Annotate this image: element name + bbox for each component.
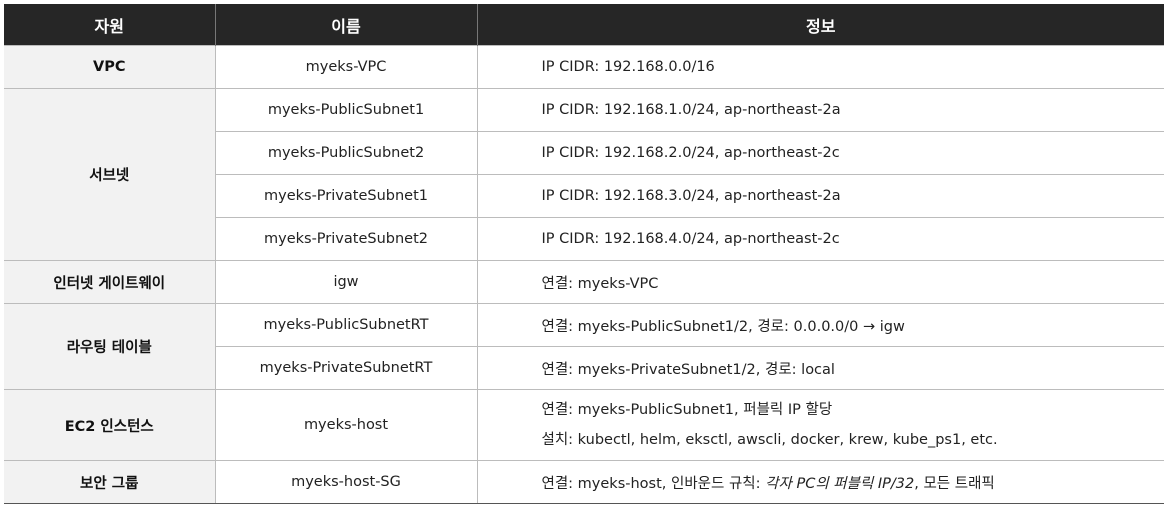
info-cell: IP CIDR: 192.168.2.0/24, ap-northeast-2c xyxy=(476,131,1164,175)
table-row: 서브넷 myeks-PublicSubnet1 IP CIDR: 192.168… xyxy=(4,88,1164,261)
name-cell: myeks-PrivateSubnet1 xyxy=(215,174,478,218)
resource-cell: 라우팅 테이블 xyxy=(4,303,216,390)
info-cell: IP CIDR: 192.168.1.0/24, ap-northeast-2a xyxy=(476,88,1164,132)
info-line: 연결: myeks-PublicSubnet1, 퍼블릭 IP 할당 xyxy=(541,402,833,418)
name-cell: myeks-PrivateSubnet2 xyxy=(215,217,478,261)
name-cell: myeks-VPC xyxy=(214,45,478,89)
info-cell: IP CIDR: 192.168.3.0/24, ap-northeast-2a xyxy=(476,174,1164,218)
resource-cell: VPC xyxy=(4,45,216,89)
table-row: EC2 인스턴스 myeks-host 연결: myeks-PublicSubn… xyxy=(4,389,1164,461)
info-emphasis: 각자 PC의 퍼블릭 IP/32 xyxy=(765,475,915,492)
info-cell: IP CIDR: 192.168.0.0/16 xyxy=(476,45,1164,89)
name-cell: myeks-PublicSubnet1 xyxy=(214,88,478,132)
header-resource: 자원 xyxy=(4,4,215,46)
info-cell: IP CIDR: 192.168.4.0/24, ap-northeast-2c xyxy=(476,217,1164,261)
header-info: 정보 xyxy=(476,4,1164,46)
resource-cell: 보안 그룹 xyxy=(4,460,216,504)
name-cell: myeks-PrivateSubnetRT xyxy=(215,346,478,390)
table-row: 인터넷 게이트웨이 igw 연결: myeks-VPC xyxy=(4,260,1164,304)
table-row: VPC myeks-VPC IP CIDR: 192.168.0.0/16 xyxy=(4,45,1164,89)
header-row: 자원 이름 정보 xyxy=(4,4,1164,46)
info-cell: 연결: myeks-PublicSubnet1, 퍼블릭 IP 할당 설치: k… xyxy=(476,389,1164,461)
info-prefix: 연결: myeks-host, 인바운드 규칙: xyxy=(541,475,766,492)
name-cell: igw xyxy=(214,260,478,304)
table-row: myeks-PublicSubnet2 IP CIDR: 192.168.2.0… xyxy=(4,131,1164,175)
header-name: 이름 xyxy=(214,4,477,46)
info-cell: 연결: myeks-host, 인바운드 규칙: 각자 PC의 퍼블릭 IP/3… xyxy=(476,460,1164,504)
name-cell: myeks-host-SG xyxy=(214,460,478,504)
table-row: myeks-PrivateSubnetRT 연결: myeks-PrivateS… xyxy=(4,346,1164,390)
info-suffix: , 모든 트래픽 xyxy=(914,475,995,492)
name-cell: myeks-PublicSubnetRT xyxy=(214,303,478,347)
resource-cell: EC2 인스턴스 xyxy=(4,389,216,461)
name-cell: myeks-PublicSubnet2 xyxy=(215,131,478,175)
table-row: 보안 그룹 myeks-host-SG 연결: myeks-host, 인바운드… xyxy=(4,460,1164,504)
table-row: 라우팅 테이블 myeks-PublicSubnetRT 연결: myeks-P… xyxy=(4,303,1164,390)
info-cell: 연결: myeks-PrivateSubnet1/2, 경로: local xyxy=(476,346,1164,390)
info-cell: 연결: myeks-PublicSubnet1/2, 경로: 0.0.0.0/0… xyxy=(476,303,1164,347)
resource-cell: 인터넷 게이트웨이 xyxy=(4,260,216,304)
info-line: 설치: kubectl, helm, eksctl, awscli, docke… xyxy=(541,432,998,448)
info-cell: 연결: myeks-VPC xyxy=(476,260,1164,304)
name-cell: myeks-host xyxy=(214,389,478,461)
resource-table: 자원 이름 정보 VPC myeks-VPC IP CIDR: 192.168.… xyxy=(4,4,1164,504)
resource-cell: 서브넷 xyxy=(4,88,216,261)
